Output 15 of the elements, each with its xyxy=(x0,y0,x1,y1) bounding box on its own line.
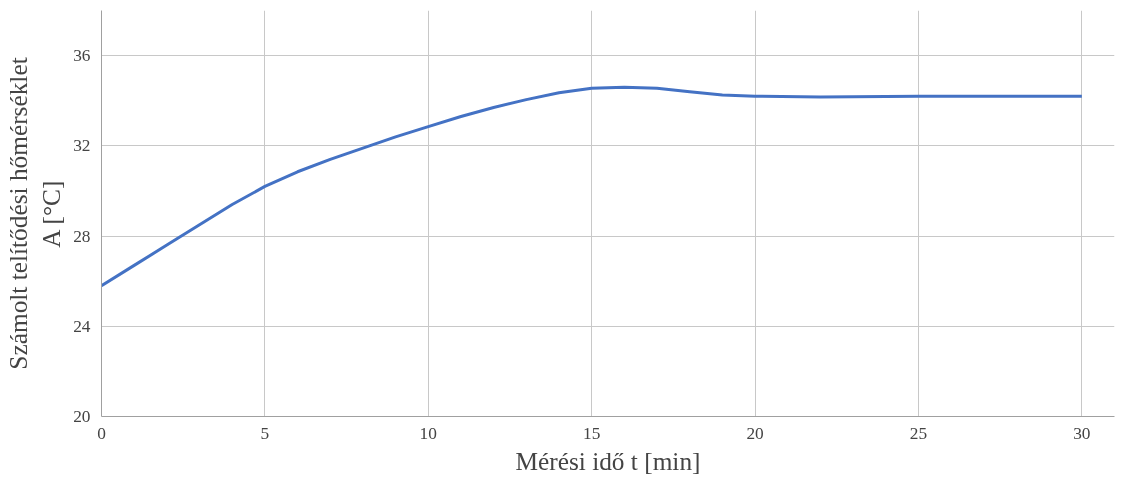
y-axis-title: Számolt telítődési hőmérséklet A [°C] xyxy=(3,57,66,370)
y-tick-label: 32 xyxy=(73,136,91,156)
x-tick-label: 0 xyxy=(97,423,106,443)
x-tick-label: 5 xyxy=(260,423,270,443)
x-tick-label: 30 xyxy=(1073,423,1091,443)
x-tick-label: 15 xyxy=(583,423,601,443)
y-tick-label: 20 xyxy=(73,407,91,426)
y-tick-label: 28 xyxy=(73,226,91,246)
x-tick-label: 10 xyxy=(419,423,437,443)
y-tick-label: 24 xyxy=(73,316,91,336)
x-tick-label: 20 xyxy=(746,423,764,443)
x-tick-label: 25 xyxy=(909,423,928,443)
x-axis-title: Mérési idő t [min] xyxy=(515,446,701,475)
y-tick-label: 36 xyxy=(73,46,91,66)
line-series xyxy=(101,85,1084,288)
